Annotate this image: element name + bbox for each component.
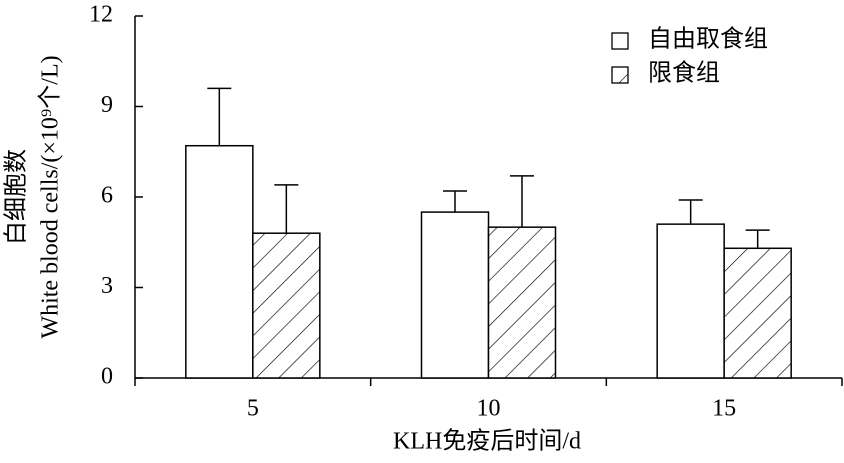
bar bbox=[487, 226, 557, 379]
y-tick-label: 0 bbox=[101, 364, 113, 390]
y-tick-label: 3 bbox=[101, 273, 113, 299]
x-tick-label: 15 bbox=[712, 396, 736, 422]
legend-swatch bbox=[611, 66, 629, 84]
y-tick-label: 6 bbox=[101, 183, 113, 209]
bar bbox=[420, 211, 490, 379]
bar bbox=[252, 232, 321, 379]
y-axis-label: 白细胞数 bbox=[3, 149, 30, 245]
x-tick-label: 5 bbox=[247, 396, 259, 422]
legend-label: 限食组 bbox=[648, 60, 720, 87]
legend-swatch bbox=[611, 32, 629, 50]
bar bbox=[723, 247, 792, 379]
y-tick-label: 9 bbox=[101, 92, 113, 118]
x-axis-label: KLH免疫后时间/d bbox=[393, 428, 581, 455]
y-axis-label: White blood cells/(×10⁹个/L) bbox=[37, 55, 64, 338]
bar bbox=[656, 223, 725, 379]
x-tick-label: 10 bbox=[477, 396, 501, 422]
y-tick-label: 12 bbox=[89, 2, 113, 28]
bar bbox=[185, 144, 254, 379]
legend-label: 自由取食组 bbox=[648, 26, 768, 53]
